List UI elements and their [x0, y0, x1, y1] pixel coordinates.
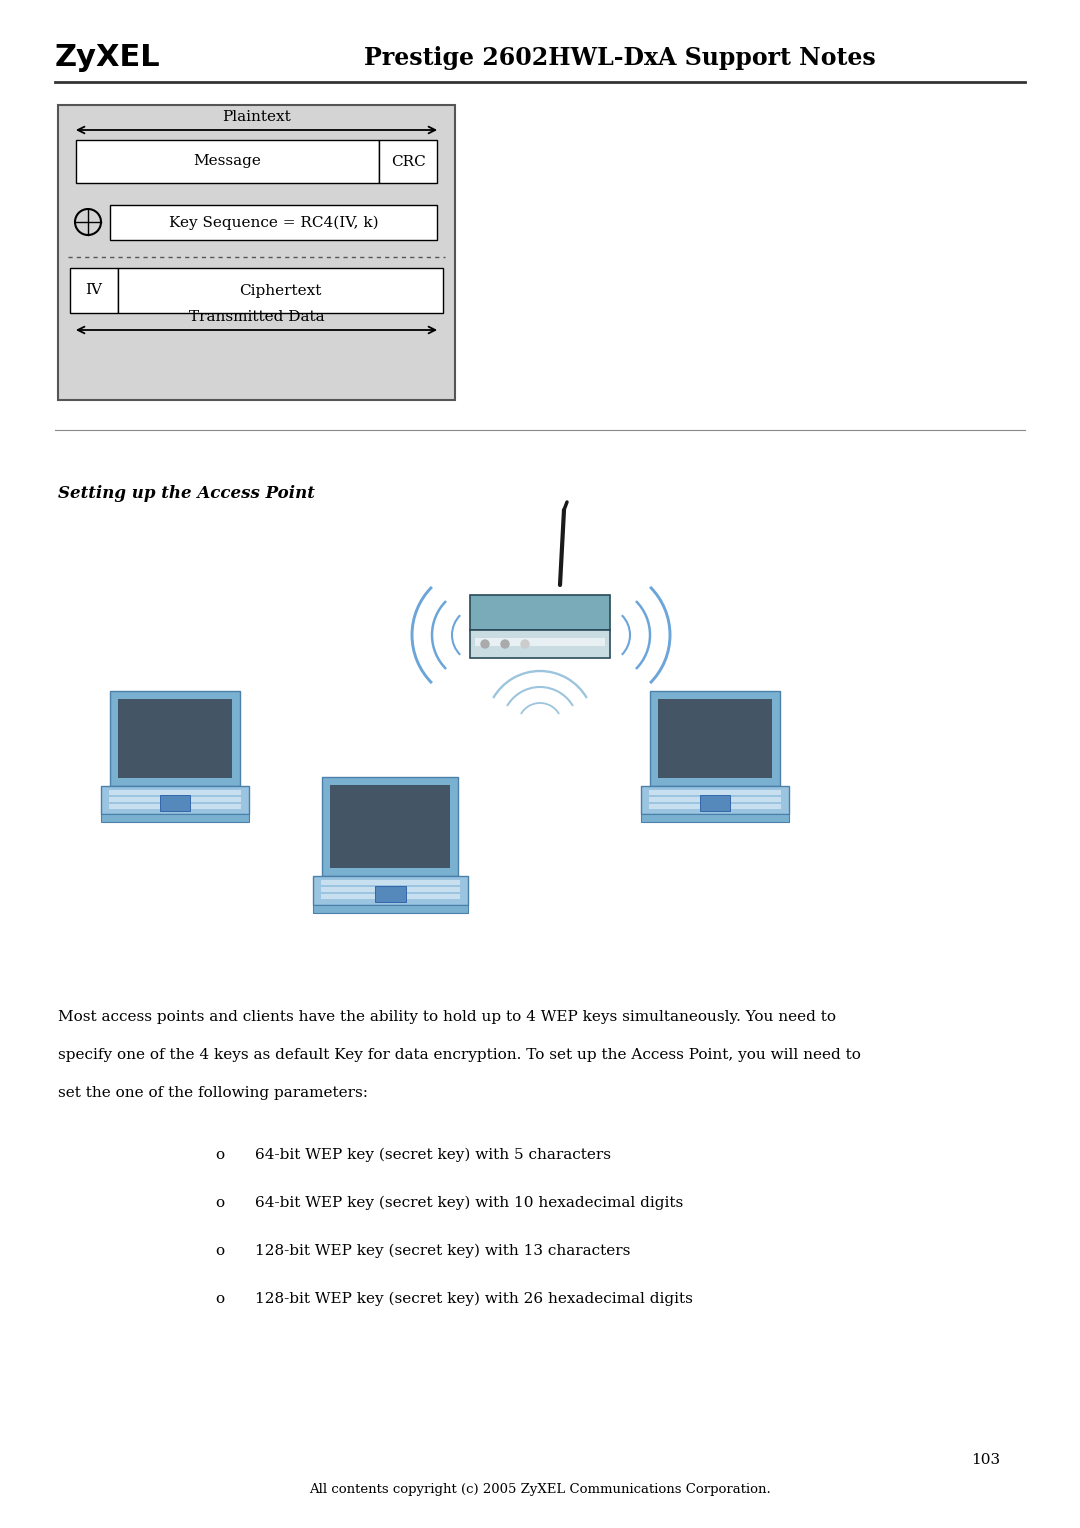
Bar — [649, 804, 781, 808]
Bar — [475, 639, 605, 646]
Text: CRC: CRC — [391, 154, 426, 168]
Bar — [110, 691, 240, 785]
Bar — [102, 785, 249, 814]
Bar — [313, 876, 468, 905]
Text: Key Sequence = RC4(IV, k): Key Sequence = RC4(IV, k) — [168, 215, 378, 229]
Bar — [109, 798, 241, 802]
Text: o: o — [215, 1148, 225, 1161]
Bar — [109, 804, 241, 808]
Bar — [642, 814, 789, 822]
Bar — [70, 267, 118, 313]
Bar — [160, 795, 190, 811]
Text: o: o — [215, 1244, 225, 1258]
Bar — [330, 785, 450, 868]
Bar — [102, 814, 249, 822]
Circle shape — [501, 640, 509, 648]
Circle shape — [481, 640, 489, 648]
Bar — [649, 798, 781, 802]
Bar — [322, 778, 458, 876]
Text: o: o — [215, 1196, 225, 1210]
Bar — [313, 905, 468, 914]
Text: 64-bit WEP key (secret key) with 5 characters: 64-bit WEP key (secret key) with 5 chara… — [255, 1148, 611, 1163]
Bar — [649, 790, 781, 795]
Bar — [110, 205, 437, 240]
Bar — [470, 594, 610, 630]
Bar — [658, 698, 772, 778]
Bar — [58, 105, 455, 400]
Text: 103: 103 — [971, 1453, 1000, 1467]
Text: Plaintext: Plaintext — [222, 110, 291, 124]
Bar — [379, 141, 437, 183]
Text: o: o — [215, 1293, 225, 1306]
Bar — [321, 880, 460, 885]
Text: All contents copyright (c) 2005 ZyXEL Communications Corporation.: All contents copyright (c) 2005 ZyXEL Co… — [309, 1484, 771, 1496]
Text: IV: IV — [85, 284, 103, 298]
Text: 128-bit WEP key (secret key) with 26 hexadecimal digits: 128-bit WEP key (secret key) with 26 hex… — [255, 1293, 693, 1306]
Bar — [118, 698, 232, 778]
Bar — [700, 795, 730, 811]
Bar — [76, 141, 379, 183]
Text: Transmitted Data: Transmitted Data — [189, 310, 324, 324]
Text: Message: Message — [193, 154, 261, 168]
Bar — [650, 691, 780, 785]
Text: Most access points and clients have the ability to hold up to 4 WEP keys simulta: Most access points and clients have the … — [58, 1010, 836, 1024]
Bar — [321, 894, 460, 898]
Text: 64-bit WEP key (secret key) with 10 hexadecimal digits: 64-bit WEP key (secret key) with 10 hexa… — [255, 1196, 684, 1210]
Text: Ciphertext: Ciphertext — [240, 284, 322, 298]
Text: Prestige 2602HWL-DxA Support Notes: Prestige 2602HWL-DxA Support Notes — [364, 46, 876, 70]
Bar — [642, 785, 789, 814]
Text: Setting up the Access Point: Setting up the Access Point — [58, 484, 315, 501]
Bar — [375, 886, 406, 902]
Bar — [118, 267, 443, 313]
Circle shape — [521, 640, 529, 648]
Bar — [109, 790, 241, 795]
Bar — [470, 630, 610, 659]
Text: set the one of the following parameters:: set the one of the following parameters: — [58, 1086, 368, 1100]
Text: 128-bit WEP key (secret key) with 13 characters: 128-bit WEP key (secret key) with 13 cha… — [255, 1244, 631, 1259]
Bar — [321, 886, 460, 892]
Text: specify one of the 4 keys as default Key for data encryption. To set up the Acce: specify one of the 4 keys as default Key… — [58, 1048, 861, 1062]
Text: ZyXEL: ZyXEL — [55, 43, 161, 72]
